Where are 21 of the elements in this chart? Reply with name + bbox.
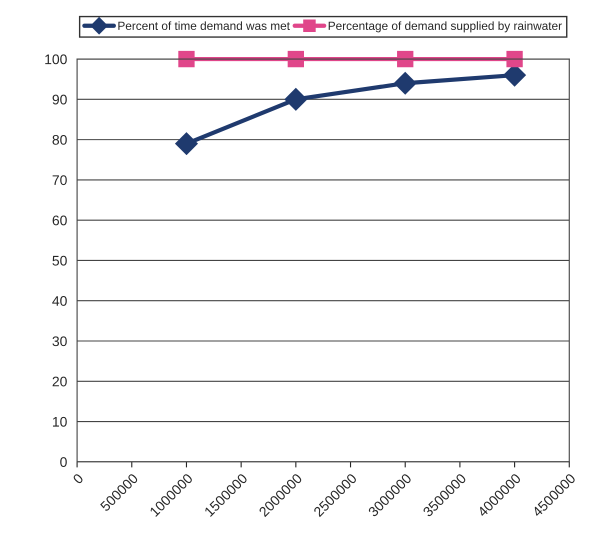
y-tick-label: 90 — [52, 94, 67, 105]
point — [288, 50, 304, 68]
y-tick-label: 70 — [52, 175, 67, 186]
legend-label: Percent of time demand was met — [118, 21, 290, 30]
y-tick-label: 0 — [60, 457, 67, 467]
point — [506, 50, 523, 68]
y-tick-label: 80 — [52, 134, 67, 145]
y-tick-label: 100 — [45, 54, 67, 64]
x-tick-label: 0 — [72, 472, 84, 485]
y-tick-label: 10 — [52, 416, 67, 427]
legend-label: Percentage of demand supplied by rainwater — [328, 21, 562, 32]
y-tick-label: 30 — [52, 336, 67, 346]
point — [284, 88, 308, 111]
y-tick-label: 40 — [52, 296, 67, 306]
point — [397, 50, 414, 68]
point — [178, 50, 195, 68]
point — [394, 72, 417, 95]
y-tick-label: 50 — [52, 256, 67, 266]
y-tick-label: 60 — [52, 216, 67, 226]
y-tick-label: 20 — [52, 376, 67, 386]
point — [175, 132, 198, 155]
